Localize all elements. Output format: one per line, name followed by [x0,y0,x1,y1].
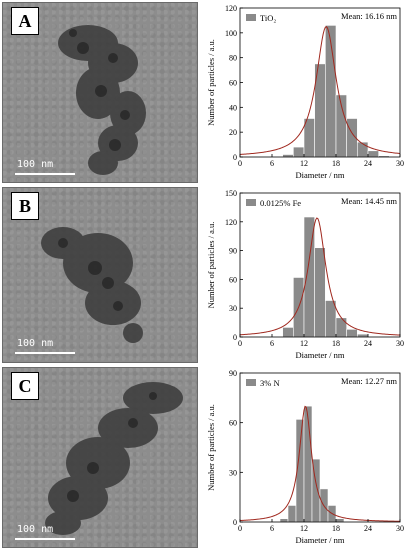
legend-swatch [246,14,256,21]
y-tick-label: 90 [229,369,237,378]
mean-label: Mean: 14.45 nm [341,196,397,206]
y-axis-label: Number of particles / a.u. [206,222,216,309]
particle-cluster-b [41,227,143,343]
histogram-a: 0 6 12 18 24 30 0 20 40 60 80 100 120 Diameter / nm Nu… [206,4,404,180]
x-axis-label: Diameter / nm [295,535,344,545]
scale-label: 100 nm [17,524,54,535]
y-axis-label: Number of particles / a.u. [206,404,216,491]
x-tick-label: 30 [396,524,404,533]
fit-curve [239,26,401,155]
x-axis-label: Diameter / nm [295,170,344,180]
mean-label: Mean: 12.27 nm [341,376,397,386]
histogram-bar [335,317,347,338]
particle-cluster-a [58,25,146,175]
y-tick-label: 60 [229,79,237,88]
histogram-bar [303,118,315,158]
x-tick-label: 24 [364,159,372,168]
y-tick-label: 0 [233,333,237,342]
x-tick-label: 30 [396,159,404,168]
histogram-bar [367,150,379,158]
x-tick-label: 18 [332,339,340,348]
y-tick-label: 0 [233,518,237,527]
x-tick-label: 18 [332,524,340,533]
tem-image-b: B 100 nm [2,187,198,363]
histogram-c: 0 6 12 18 24 30 0 30 60 90 Diameter / nm Number of … [206,369,404,545]
panel-letter-c: C [11,372,39,400]
y-tick-label: 60 [229,419,237,428]
x-tick-label: 12 [300,524,308,533]
x-tick-label: 30 [396,339,404,348]
histogram-bar [325,300,337,338]
histogram-bar [279,518,289,523]
y-tick-label: 80 [229,54,237,63]
scale-bar [15,352,75,354]
panel-letter-a: A [11,7,39,35]
y-tick-label: 120 [225,4,237,13]
particle-cluster-c [45,382,183,535]
x-tick-label: 6 [270,524,274,533]
x-tick-label: 6 [270,159,274,168]
fit-curve [239,405,401,522]
x-tick-label: 12 [300,339,308,348]
y-tick-label: 120 [225,218,237,227]
fit-curve [239,217,401,336]
y-tick-label: 90 [229,247,237,256]
x-tick-label: 0 [238,339,242,348]
legend-label: 0.0125% Fe [260,198,301,208]
scale-label: 100 nm [17,159,54,170]
panel-letter-b: B [11,192,39,220]
scale-bar [15,173,75,175]
y-tick-label: 40 [229,103,237,112]
legend-label: TiO₂ [260,13,276,23]
legend-swatch [246,379,256,386]
x-tick-label: 18 [332,159,340,168]
histogram-bar [314,247,326,338]
x-axis-label: Diameter / nm [295,350,344,360]
scale-label: 100 nm [17,338,54,349]
y-tick-label: 20 [229,128,237,137]
x-tick-label: 24 [364,524,372,533]
histogram-bar [282,327,294,338]
x-tick-label: 12 [300,159,308,168]
scale-bar [15,538,75,540]
tem-image-c: C 100 nm [2,367,198,548]
panel-row-b: B 100 nm 0 6 12 18 24 30 0 30 60 90 120 150 Diameter… [0,185,409,365]
tem-image-a: A 100 nm [2,2,198,183]
panel-row-c: C 100 nm 0 6 12 18 24 30 0 30 60 90 Diameter / nm N… [0,365,409,550]
x-tick-label: 24 [364,339,372,348]
x-tick-label: 6 [270,339,274,348]
histogram-bar [293,146,305,158]
histogram-bar [287,505,297,523]
y-tick-label: 0 [233,153,237,162]
y-tick-label: 60 [229,275,237,284]
legend-label: 3% N [260,378,280,388]
x-tick-label: 0 [238,159,242,168]
y-tick-label: 100 [225,29,237,38]
y-tick-label: 30 [229,304,237,313]
y-tick-label: 30 [229,468,237,477]
x-tick-label: 0 [238,524,242,533]
histogram-b: 0 6 12 18 24 30 0 30 60 90 120 150 Diameter / nm Numb… [206,189,404,360]
legend-swatch [246,199,256,206]
mean-label: Mean: 16.16 nm [341,11,397,21]
y-axis-label: Number of particles / a.u. [206,39,216,126]
histogram-bar [303,405,313,523]
plot-frame [239,192,401,338]
histogram-bar [335,518,345,523]
y-tick-label: 150 [225,189,237,198]
panel-row-a: A 100 nm 0 6 12 18 24 30 0 20 40 60 80 100 120 Diamet… [0,0,409,185]
plot-frame [239,372,401,523]
histogram-bar [346,329,358,338]
histogram-bar [357,333,369,338]
